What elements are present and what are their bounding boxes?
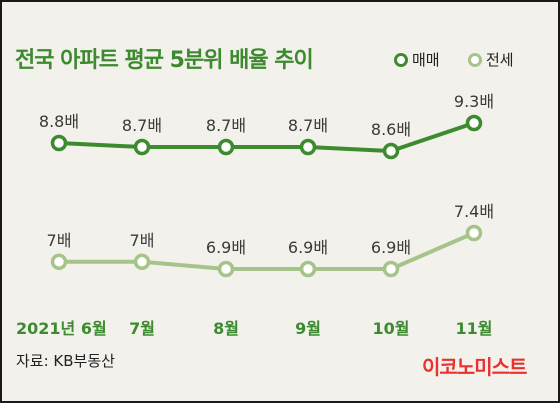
data-point-jeonse (217, 260, 235, 278)
data-label-jeonse: 7배 (47, 231, 72, 250)
data-point-sale (299, 138, 317, 156)
data-label-jeonse: 6.9배 (206, 238, 246, 257)
data-point-jeonse (299, 260, 317, 278)
data-label-jeonse: 7.4배 (454, 202, 494, 221)
data-label-jeonse: 7배 (130, 231, 155, 250)
legend-item-sale: 매매 (394, 49, 440, 70)
data-label-jeonse: 6.9배 (371, 238, 411, 257)
brand-logo: 이코노미스트 (422, 355, 527, 379)
data-point-sale (217, 138, 235, 156)
legend-label-jeonse: 전세 (486, 51, 514, 69)
x-tick-label: 2021년 6월 (16, 319, 107, 338)
legend-item-jeonse: 전세 (468, 49, 514, 70)
legend-label-sale: 매매 (412, 51, 440, 69)
data-point-jeonse (133, 253, 151, 271)
data-point-jeonse (465, 224, 483, 242)
data-label-sale: 8.7배 (122, 116, 162, 135)
data-label-sale: 9.3배 (454, 92, 494, 111)
x-tick-label: 11월 (456, 319, 493, 338)
legend-marker-sale (394, 53, 408, 67)
data-label-sale: 8.7배 (288, 116, 328, 135)
x-tick-label: 8월 (213, 319, 239, 338)
data-point-sale (465, 114, 483, 132)
data-label-jeonse: 6.9배 (288, 238, 328, 257)
series-line-jeonse (57, 231, 476, 271)
x-tick-label: 7월 (129, 319, 155, 338)
source-note: 자료: KB부동산 (16, 352, 115, 370)
legend-marker-jeonse (468, 53, 482, 67)
data-label-sale: 8.8배 (39, 112, 79, 131)
data-point-sale (382, 142, 400, 160)
x-tick-label: 10월 (373, 319, 410, 338)
chart-title: 전국 아파트 평균 5분위 배율 추이 (15, 48, 314, 73)
series-line-sale (57, 121, 476, 153)
data-point-jeonse (50, 253, 68, 271)
data-point-jeonse (382, 260, 400, 278)
x-tick-label: 9월 (295, 319, 321, 338)
data-label-sale: 8.6배 (371, 120, 411, 139)
data-point-sale (133, 138, 151, 156)
data-point-sale (50, 134, 68, 152)
data-label-sale: 8.7배 (206, 116, 246, 135)
